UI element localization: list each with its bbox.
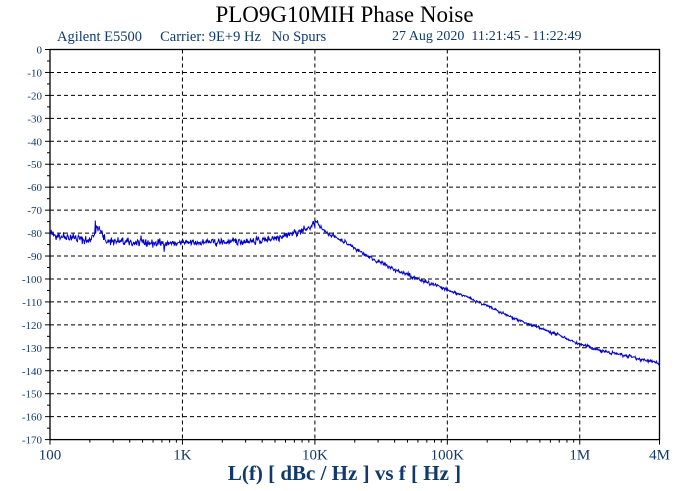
svg-text:-140: -140 <box>22 366 43 378</box>
svg-text:-170: -170 <box>22 435 43 447</box>
svg-text:-120: -120 <box>22 320 43 332</box>
svg-text:4M: 4M <box>649 448 670 464</box>
svg-text:-80: -80 <box>27 228 42 240</box>
svg-text:100: 100 <box>39 448 62 464</box>
svg-text:1K: 1K <box>173 448 192 464</box>
svg-text:-50: -50 <box>27 159 42 171</box>
svg-text:10K: 10K <box>302 448 328 464</box>
svg-text:1M: 1M <box>569 448 590 464</box>
svg-text:-20: -20 <box>27 90 42 102</box>
svg-text:-60: -60 <box>27 182 42 194</box>
svg-text:-70: -70 <box>27 205 42 217</box>
svg-text:-110: -110 <box>22 297 42 309</box>
svg-text:-130: -130 <box>22 343 43 355</box>
svg-text:-40: -40 <box>27 136 42 148</box>
svg-text:0: 0 <box>37 45 43 57</box>
svg-text:-90: -90 <box>27 251 42 263</box>
svg-text:100K: 100K <box>431 448 465 464</box>
svg-text:-100: -100 <box>22 274 43 286</box>
svg-text:-10: -10 <box>27 67 42 79</box>
svg-text:-160: -160 <box>22 412 43 424</box>
svg-text:-30: -30 <box>27 113 42 125</box>
svg-text:-150: -150 <box>22 389 43 401</box>
